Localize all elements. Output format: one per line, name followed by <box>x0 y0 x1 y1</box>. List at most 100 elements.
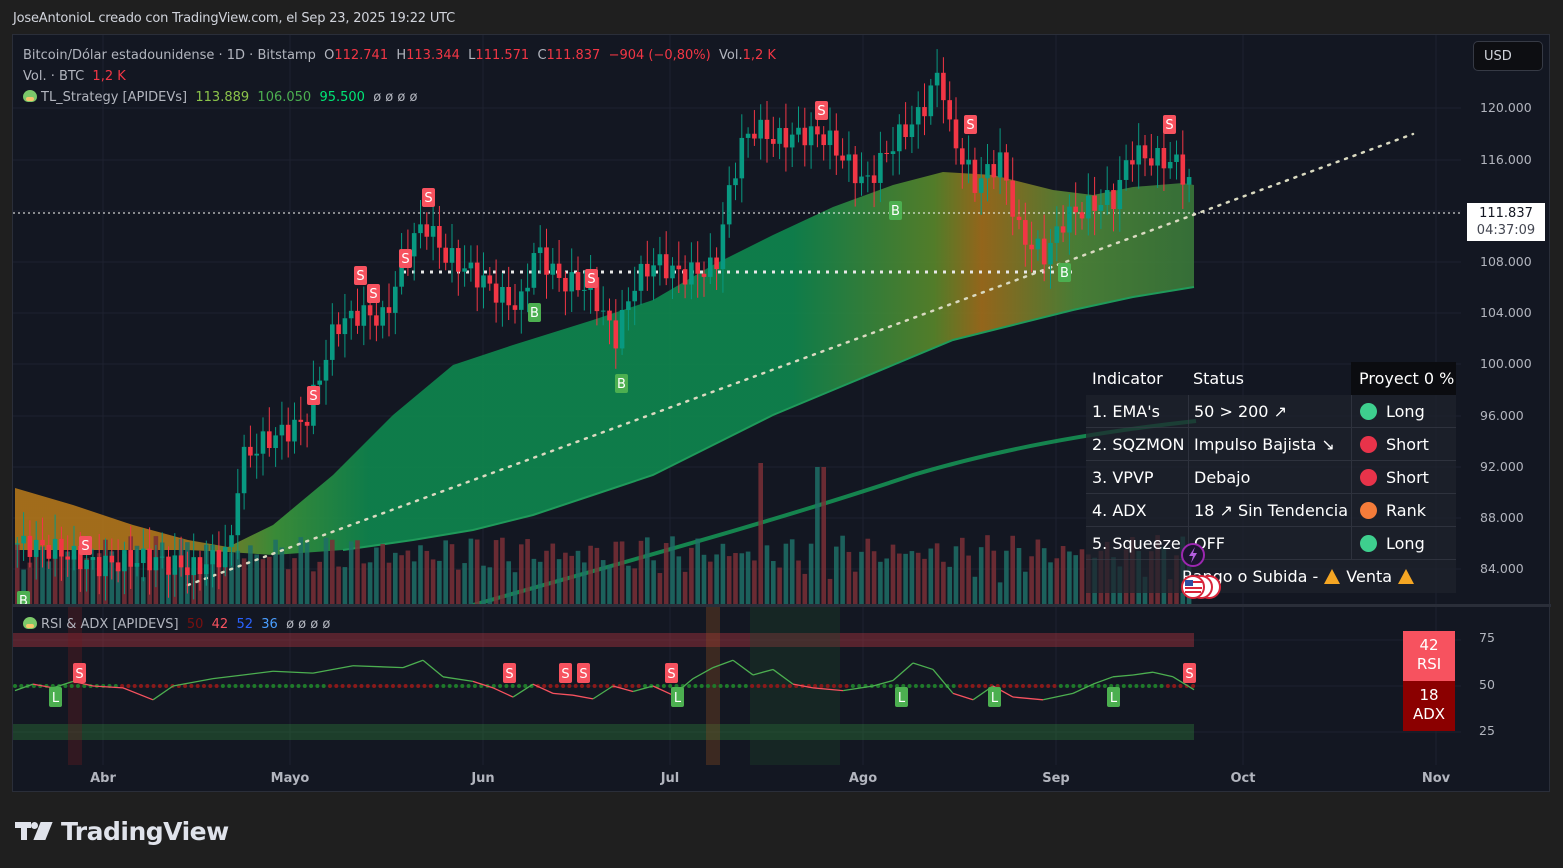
svg-text:B: B <box>1060 266 1069 281</box>
price-tick: 88.000 <box>1480 510 1524 525</box>
svg-text:S: S <box>424 191 432 206</box>
svg-text:S: S <box>1165 118 1173 133</box>
vol-label: Vol. <box>719 48 743 63</box>
signal-status: OFF <box>1188 527 1351 559</box>
time-label: Jun <box>471 771 495 786</box>
svg-text:S: S <box>75 667 83 682</box>
status-dot-icon <box>1360 402 1377 420</box>
price-tick: 108.000 <box>1480 254 1532 269</box>
volume-label: Vol. · BTC <box>23 69 85 84</box>
high-label: H <box>396 48 407 63</box>
time-axis[interactable]: Abr Mayo Jun Jul Ago Sep Oct Nov <box>13 765 1461 792</box>
svg-text:S: S <box>817 104 825 119</box>
osc-value-4: 36 <box>261 617 278 632</box>
osc-tick-25: 25 <box>1479 723 1495 738</box>
signal-label: Short <box>1386 467 1429 487</box>
tradingview-mark-icon <box>15 819 55 843</box>
signal-row: 1. EMA's 50 > 200 ↗ Long <box>1086 395 1456 428</box>
adx-label: ADX <box>1412 705 1446 723</box>
svg-text:S: S <box>667 667 675 682</box>
bar-countdown: 04:37:09 <box>1476 223 1536 238</box>
strategy-name: TL_Strategy [APIDEVs] <box>41 90 188 105</box>
osc-value-2: 42 <box>211 617 229 632</box>
time-label: Oct <box>1230 771 1256 786</box>
signal-indicator: 2. SQZMON <box>1092 434 1185 454</box>
currency-button[interactable]: USD <box>1473 41 1543 71</box>
signal-row: 2. SQZMON Impulso Bajista ↘ Short <box>1086 428 1456 461</box>
signal-cell: Long <box>1351 527 1456 559</box>
svg-text:L: L <box>52 691 60 706</box>
svg-text:S: S <box>309 389 317 404</box>
price-tick: 116.000 <box>1480 152 1532 167</box>
osc-value-1: 50 <box>186 617 204 632</box>
time-label: Abr <box>90 771 116 786</box>
strategy-legend-row[interactable]: TL_Strategy [APIDEVs] 113.889 106.050 95… <box>23 87 776 108</box>
time-label: Ago <box>848 771 878 786</box>
time-label: Mayo <box>270 771 310 786</box>
svg-text:S: S <box>561 667 569 682</box>
volume-legend-row[interactable]: Vol. · BTC 1,2 K <box>23 66 776 87</box>
lightning-event-icon[interactable] <box>1180 542 1210 572</box>
signal-cell: Rank <box>1351 494 1456 526</box>
svg-text:S: S <box>401 252 409 267</box>
symbol-legend-row[interactable]: Bitcoin/Dólar estadounidense · 1D · Bits… <box>23 45 776 66</box>
signal-indicator: 3. VPVP <box>1092 467 1154 487</box>
svg-text:B: B <box>530 306 539 321</box>
adx-value: 18 <box>1419 686 1439 704</box>
us-flag-event-icon[interactable] <box>1179 572 1229 602</box>
time-label: Nov <box>1421 771 1451 786</box>
svg-text:S: S <box>587 272 595 287</box>
chart-legend: Bitcoin/Dólar estadounidense · 1D · Bits… <box>23 45 776 108</box>
vol-value: 1,2 K <box>742 48 776 63</box>
signal-cell: Long <box>1351 395 1456 427</box>
frog-icon <box>23 90 37 102</box>
low-label: L <box>468 48 476 63</box>
tradingview-logo[interactable]: TradingView <box>15 816 229 846</box>
signal-indicator: 4. ADX <box>1092 500 1147 520</box>
signal-status: Debajo <box>1188 461 1351 493</box>
warning-icon <box>1324 569 1341 584</box>
time-label: Jul <box>660 771 680 786</box>
brand-name: TradingView <box>61 816 229 846</box>
adx-badge: 18 ADX <box>1403 681 1455 731</box>
status-dot-icon <box>1360 435 1377 453</box>
signal-cell: Short <box>1351 428 1456 460</box>
price-axis[interactable]: USD 120.000 116.000 108.000 104.000 100.000 9… <box>1461 35 1549 605</box>
header-indicator: Indicator <box>1092 369 1163 388</box>
close-label: C <box>537 48 547 63</box>
svg-text:B: B <box>617 377 626 392</box>
signal-status: Impulso Bajista ↘ <box>1188 428 1351 460</box>
signal-label: Long <box>1386 401 1425 421</box>
current-price-tag: 111.837 04:37:09 <box>1467 203 1545 241</box>
warning-icon <box>1398 569 1415 584</box>
oscillator-axis[interactable]: 42 RSI 18 ADX 75 50 25 <box>1403 607 1549 765</box>
svg-text:S: S <box>1185 667 1193 682</box>
time-label: Sep <box>1042 771 1070 786</box>
svg-text:B: B <box>891 204 900 219</box>
osc-tick-50: 50 <box>1479 677 1495 692</box>
signal-label: Long <box>1386 533 1425 553</box>
chart-attribution: JoseAntonioL creado con TradingView.com,… <box>13 11 455 26</box>
signal-table-header: Indicator Status Proyect 0 % <box>1086 362 1456 395</box>
signal-cell: Short <box>1351 461 1456 493</box>
rsi-value: 42 <box>1419 636 1439 654</box>
close-value: 111.837 <box>546 48 601 63</box>
oscillator-legend[interactable]: RSI & ADX [APIDEVS] 50 42 52 36 ø ø ø ø <box>23 617 330 632</box>
oscillator-canvas[interactable]: S S S S S SL L L L L <box>13 607 1461 765</box>
signal-row: 3. VPVP Debajo Short <box>1086 461 1456 494</box>
low-value: 111.571 <box>475 48 530 63</box>
high-value: 113.344 <box>406 48 460 63</box>
svg-text:S: S <box>81 539 89 554</box>
strategy-value-1: 113.889 <box>195 90 250 105</box>
svg-text:S: S <box>356 269 364 284</box>
signal-status: 50 > 200 ↗ <box>1188 395 1351 427</box>
oscillator-name: RSI & ADX [APIDEVS] <box>41 617 179 632</box>
pane-separator[interactable] <box>13 604 1551 607</box>
strategy-empty-values: ø ø ø ø <box>373 90 418 105</box>
osc-tick-75: 75 <box>1479 630 1495 645</box>
svg-text:L: L <box>674 691 682 706</box>
